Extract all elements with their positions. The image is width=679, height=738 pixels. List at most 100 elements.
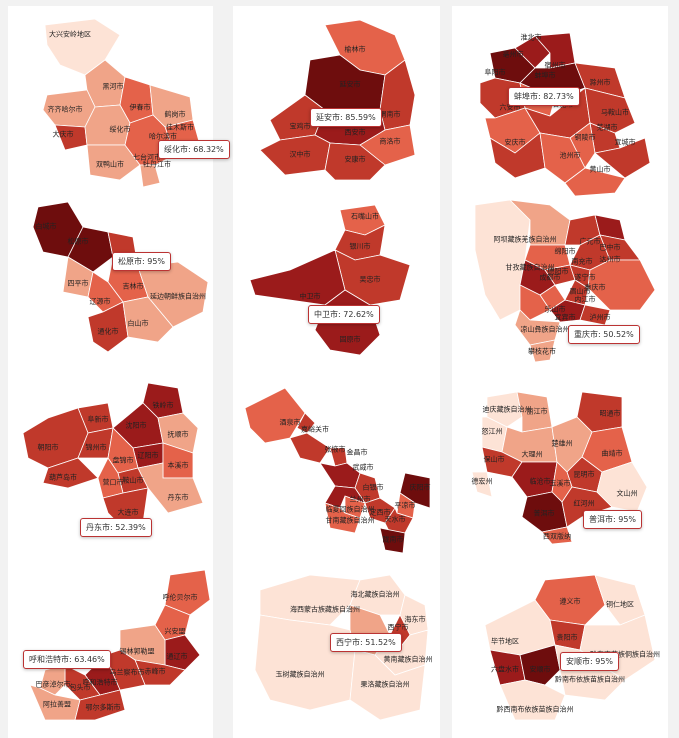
region-label: 池州市 <box>559 151 581 160</box>
region-label: 安顺市 <box>529 665 551 674</box>
region-label: 本溪市 <box>167 461 189 470</box>
map-tooltip: 重庆市: 50.52% <box>568 325 640 344</box>
region-label: 牡丹江市 <box>143 160 171 169</box>
region-甘南藏族自治州[interactable] <box>324 502 361 534</box>
region-label: 西宁市 <box>387 623 409 632</box>
region-安康市[interactable] <box>324 142 386 181</box>
region-label: 铜仁地区 <box>606 600 634 609</box>
region-label: 包头市 <box>69 683 91 692</box>
region-label: 巴彦淖尔市 <box>35 680 71 689</box>
region-label: 沈阳市 <box>125 421 147 430</box>
region-迪庆藏族自治州[interactable] <box>486 391 523 428</box>
region-label: 铁岭市 <box>152 401 174 410</box>
region-label: 延安市 <box>339 80 361 89</box>
region-label: 毕节地区 <box>491 637 519 646</box>
region-label: 双鸭山市 <box>96 160 124 169</box>
region-葫芦岛市[interactable] <box>42 457 99 489</box>
region-label: 迪庆藏族自治州 <box>482 405 532 414</box>
region-张掖市[interactable] <box>289 432 331 464</box>
region-label: 黔南布依族苗族自治州 <box>555 675 625 684</box>
region-label: 黄南藏族自治州 <box>383 655 433 664</box>
region-label: 甘南藏族自治州 <box>325 516 375 525</box>
map-tooltip: 延安市: 85.59% <box>310 108 382 127</box>
region-label: 绵阳市 <box>554 247 576 256</box>
region-玉树藏族自治州[interactable] <box>254 614 356 711</box>
region-label: 大庆市 <box>52 130 74 139</box>
region-重庆市[interactable] <box>587 259 656 311</box>
region-label: 榆林市 <box>344 45 366 54</box>
region-攀枝花市[interactable] <box>529 339 556 363</box>
region-营口市[interactable] <box>97 457 124 499</box>
region-label: 海西蒙古族藏族自治州 <box>290 605 360 614</box>
region-label: 哈尔滨市 <box>149 132 177 141</box>
region-陇南市[interactable] <box>379 527 406 554</box>
region-label: 南充市 <box>571 257 593 266</box>
region-label: 淮北市 <box>520 33 542 42</box>
region-label: 滁州市 <box>589 78 611 87</box>
region-呼伦贝尔市[interactable] <box>164 569 211 616</box>
region-label: 宣城市 <box>614 138 636 147</box>
region-辽源市[interactable] <box>87 271 124 313</box>
region-label: 昭通市 <box>599 409 621 418</box>
region-label: 曲靖市 <box>601 449 623 458</box>
region-label: 安康市 <box>344 155 366 164</box>
region-label: 成都市 <box>539 273 561 282</box>
map-tooltip: 安顺市: 95% <box>560 652 620 671</box>
region-label: 石嘴山市 <box>351 212 379 221</box>
region-中卫市[interactable] <box>249 249 346 306</box>
region-label: 延边朝鲜族自治州 <box>150 292 206 301</box>
region-七台河市[interactable] <box>139 164 161 188</box>
region-庆阳市[interactable] <box>399 472 431 509</box>
region-label: 锡林郭勒盟 <box>119 647 155 656</box>
region-label: 重庆市 <box>584 283 606 292</box>
region-label: 呼和浩特市 <box>82 678 118 687</box>
region-黔西南布依族苗族自治州[interactable] <box>499 679 566 721</box>
region-label: 鄂尔多斯市 <box>85 703 121 712</box>
region-label: 张掖市 <box>324 445 346 454</box>
region-池州市[interactable] <box>539 132 586 184</box>
region-label: 吴忠市 <box>359 275 381 284</box>
region-label: 临沧市 <box>529 477 551 486</box>
region-label: 大兴安岭地区 <box>49 30 91 39</box>
region-label: 庆阳市 <box>409 483 431 492</box>
region-黄山市[interactable] <box>564 167 626 197</box>
region-label: 达州市 <box>599 255 621 264</box>
region-label: 楚雄州 <box>551 439 573 448</box>
region-label: 海北藏族自治州 <box>350 590 400 599</box>
map-tooltip: 西宁市: 51.52% <box>330 633 402 652</box>
region-白山市[interactable] <box>122 296 174 343</box>
region-酒泉市[interactable] <box>244 387 306 444</box>
region-label: 黔东南苗族侗族自治州 <box>590 650 660 659</box>
region-label: 兴安盟 <box>164 627 186 636</box>
region-双鸭山市[interactable] <box>86 144 141 181</box>
region-label: 平凉市 <box>394 501 416 510</box>
region-马鞍山市[interactable] <box>584 87 636 134</box>
region-label: 酒泉市 <box>279 418 301 427</box>
yunnan-map <box>471 391 648 545</box>
region-乐山市[interactable] <box>519 284 551 321</box>
region-鄂尔多斯市[interactable] <box>74 689 126 721</box>
region-label: 丽江市 <box>526 407 548 416</box>
region-label: 玉溪市 <box>549 479 571 488</box>
region-label: 内江市 <box>574 295 596 304</box>
region-label: 白城市 <box>35 222 57 231</box>
region-label: 宿州市 <box>544 61 566 70</box>
region-label: 广元市 <box>579 237 601 246</box>
guizhou-map <box>484 574 656 721</box>
region-丹东市[interactable] <box>137 462 204 514</box>
region-label: 辽阳市 <box>137 451 159 460</box>
region-德宏州[interactable] <box>471 471 493 498</box>
region-泸州市[interactable] <box>579 304 611 326</box>
region-西双版纳[interactable] <box>541 526 573 545</box>
region-抚顺市[interactable] <box>157 412 199 454</box>
region-宣城市[interactable] <box>594 137 651 179</box>
region-label: 亳州市 <box>502 50 524 59</box>
region-label: 甘孜藏族自治州 <box>505 263 555 272</box>
liaoning-map <box>22 382 204 529</box>
region-安顺市[interactable] <box>519 644 561 686</box>
region-label: 天水市 <box>384 515 406 524</box>
region-label: 大连市 <box>117 508 139 517</box>
region-label: 鞍山市 <box>122 476 144 485</box>
region-label: 玉树藏族自治州 <box>275 670 325 679</box>
region-label: 吉林市 <box>122 282 144 291</box>
